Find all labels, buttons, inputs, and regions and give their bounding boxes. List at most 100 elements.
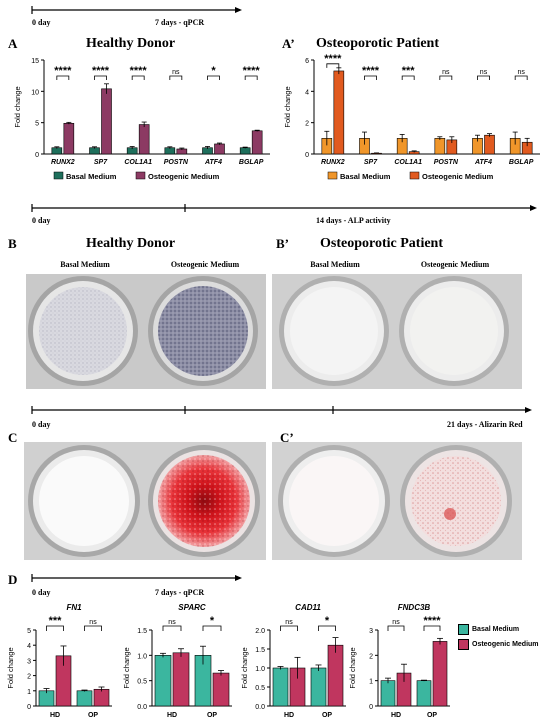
y-tick-label: 2 [27, 674, 31, 681]
chart-fn1: FN1 0 1 2 3 4 5 Fold change *** HD ns OP [6, 603, 112, 719]
y-tick-label: 0 [27, 704, 31, 711]
timeline-a-start: 0 day [32, 18, 51, 27]
significance-bracket [318, 625, 336, 631]
well-op-basal [279, 276, 389, 386]
timeline-b-end: 14 days - ALP activity [316, 216, 391, 225]
bar-bglap-osteogenic [251, 130, 263, 155]
y-tick-label: 6 [305, 58, 309, 65]
y-tick-label: 10 [31, 89, 39, 96]
y-tick-label: 4 [27, 643, 31, 650]
legend-swatch-basal [327, 171, 338, 180]
chart-healthy-donor: 0 5 10 15 Fold change **** RUNX2 **** SP7 **** COL… [13, 58, 270, 181]
significance-label: ns [172, 69, 180, 76]
bar-hd-basal [38, 690, 55, 707]
panel-letter-c-prime: C’ [280, 430, 294, 445]
significance-bracket [326, 63, 340, 68]
y-tick-label: 3 [369, 628, 373, 635]
significance-bracket [280, 625, 298, 631]
timeline-a-end: 7 days - qPCR [155, 18, 205, 27]
panel-letter-b-prime: B’ [276, 236, 289, 251]
significance-bracket [439, 75, 453, 80]
category-label-bglap: BGLAP [509, 159, 534, 166]
panel-letter-a: A [8, 36, 18, 51]
timeline-b-arrow [31, 204, 537, 212]
category-label-col1a1: COL1A1 [394, 159, 422, 166]
panel-b-osteogenic-label: Osteogenic Medium [170, 260, 240, 269]
y-axis-label: Fold change [283, 86, 292, 127]
significance-label: **** [130, 65, 148, 77]
y-axis-label: Fold change [348, 647, 357, 688]
bar-op-basal [416, 680, 432, 707]
bar-op-basal [76, 690, 93, 707]
category-label-op: OP [427, 712, 437, 719]
category-label-hd: HD [284, 712, 294, 719]
panel-a-title: Healthy Donor [86, 36, 176, 51]
y-tick-label: 1.0 [255, 666, 265, 673]
significance-bracket [94, 75, 107, 80]
category-label-op: OP [207, 712, 217, 719]
significance-label: **** [423, 615, 441, 627]
significance-label: ns [442, 69, 450, 76]
panel-b-prime-title: Osteoporotic Patient [320, 236, 443, 251]
legend-item-basal: Basal Medium [458, 624, 550, 635]
bar-hd-osteogenic [172, 652, 190, 707]
significance-bracket [364, 75, 377, 80]
significance-bracket [169, 75, 183, 80]
category-label-runx2: RUNX2 [321, 159, 345, 166]
chart-sparc: SPARC 0.0 0.5 1.0 1.5 Fold change ns HD * OP [122, 603, 232, 719]
bar-runx2-basal [51, 147, 63, 155]
bar-postn-basal [434, 138, 446, 155]
y-tick-label: 5 [27, 628, 31, 635]
legend-swatch-osteogenic [409, 171, 420, 180]
significance-label: *** [402, 65, 416, 77]
category-label-bglap: BGLAP [239, 159, 264, 166]
significance-label: * [325, 615, 330, 627]
category-label-runx2: RUNX2 [51, 159, 75, 166]
alizarin-wells-osteoporotic-patient [272, 442, 522, 560]
legend-swatch-basal [53, 171, 64, 180]
panel-letter-c: C [8, 430, 18, 445]
y-tick-label: 5 [35, 121, 39, 128]
y-tick-label: 15 [31, 58, 39, 65]
legend-label-osteogenic: Osteogenic Medium [472, 641, 539, 648]
panel-d-legend: Basal Medium Osteogenic Medium [458, 624, 550, 650]
chart-title: FNDC3B [398, 603, 431, 612]
significance-label: **** [243, 65, 261, 77]
panel-a-prime-title: Osteoporotic Patient [316, 36, 439, 51]
significance-label: ns [480, 69, 488, 76]
significance-bracket [401, 75, 415, 80]
y-tick-label: 1.0 [137, 653, 147, 660]
well-op-alizarin-basal [278, 445, 390, 557]
well-op-alizarin-osteogenic [400, 445, 512, 557]
y-tick-label: 0.5 [255, 685, 265, 692]
y-tick-label: 0 [35, 152, 39, 159]
significance-label: * [211, 65, 216, 77]
panel-b-prime-basal-label: Basal Medium [310, 260, 360, 269]
legend-label-osteogenic: Osteogenic Medium [422, 172, 494, 181]
well-hd-basal [28, 276, 138, 386]
significance-bracket [477, 75, 490, 80]
legend-label-osteogenic: Osteogenic Medium [148, 172, 220, 181]
bar-hd-basal [380, 680, 396, 707]
chart-osteoporotic-patient: 0 2 4 6 Fold change **** RUNX2 **** SP7 *** COL1A1… [283, 54, 540, 181]
significance-label: **** [54, 65, 72, 77]
category-label-postn: POSTN [434, 159, 459, 166]
bar-op-osteogenic [93, 688, 110, 707]
panel-letter-d: D [8, 572, 18, 587]
panel-letter-a-prime: A’ [282, 36, 295, 51]
y-tick-label: 0 [369, 704, 373, 711]
bar-postn-basal [164, 147, 176, 155]
timeline-b-start: 0 day [32, 216, 51, 225]
legend-swatch-basal [458, 624, 469, 635]
category-label-op: OP [322, 712, 332, 719]
chart-title: FN1 [66, 603, 82, 612]
chart-title: SPARC [178, 603, 206, 612]
y-tick-label: 3 [27, 658, 31, 665]
category-label-atf4: ATF4 [204, 159, 222, 166]
bar-bglap-basal [239, 147, 251, 155]
significance-label: *** [49, 615, 63, 627]
significance-label: **** [92, 65, 110, 77]
significance-bracket [162, 625, 182, 631]
bar-hd-basal [272, 667, 289, 707]
panel-b-basal-label: Basal Medium [60, 260, 110, 269]
